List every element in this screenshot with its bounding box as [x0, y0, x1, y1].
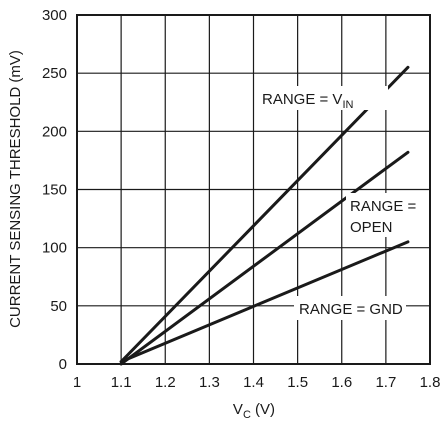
y-tick-label: 150 — [42, 182, 67, 199]
plot-frame — [76, 14, 431, 365]
x-axis-title: VC (V) — [233, 401, 275, 421]
series-line-3 — [119, 240, 410, 364]
series-label-gnd: RANGE = GND — [294, 296, 406, 320]
y-tick-label: 300 — [42, 7, 67, 24]
y-axis-title: CURRENT SENSING THRESHOLD (mV) — [7, 50, 24, 328]
x-axis-title-subscript: C — [243, 409, 251, 421]
x-tick-label: 1.4 — [243, 374, 264, 391]
svg-text:RANGE = VIN: RANGE = VIN — [262, 91, 354, 111]
x-tick-label: 1.2 — [155, 374, 176, 391]
x-tick-label: 1.8 — [420, 374, 441, 391]
series-label-open-line2: OPEN — [350, 219, 393, 236]
x-tick-label: 1.6 — [331, 374, 352, 391]
series-line-2 — [119, 150, 410, 366]
tick-labels: 1 1.1 1.2 1.3 1.4 1.5 1.6 1.7 1.8 0 50 100 150 200 250… — [42, 7, 440, 391]
x-axis-title-main: V — [233, 401, 243, 418]
y-tick-label: 50 — [50, 298, 67, 315]
series-label-open-line1: RANGE = — [350, 198, 417, 215]
series-label-vin-subscript: IN — [342, 99, 353, 111]
y-tick-label: 200 — [42, 123, 67, 140]
x-tick-label: 1.7 — [375, 374, 396, 391]
series-lines — [119, 65, 410, 366]
x-tick-label: 1.1 — [111, 374, 132, 391]
series-label-open: RANGE = OPEN — [346, 193, 420, 237]
x-axis-title-unit: (V) — [251, 401, 275, 418]
y-tick-label: 0 — [59, 356, 67, 373]
y-tick-label: 250 — [42, 65, 67, 82]
series-label-vin-main: RANGE = V — [262, 91, 342, 108]
x-tick-label: 1.3 — [199, 374, 220, 391]
x-tick-label: 1 — [73, 374, 81, 391]
series-label-vin: RANGE = VIN — [258, 86, 388, 111]
x-tick-label: 1.5 — [287, 374, 308, 391]
series-line-1 — [119, 65, 410, 364]
y-tick-label: 100 — [42, 240, 67, 257]
svg-text:RANGE = GND: RANGE = GND — [299, 301, 403, 318]
